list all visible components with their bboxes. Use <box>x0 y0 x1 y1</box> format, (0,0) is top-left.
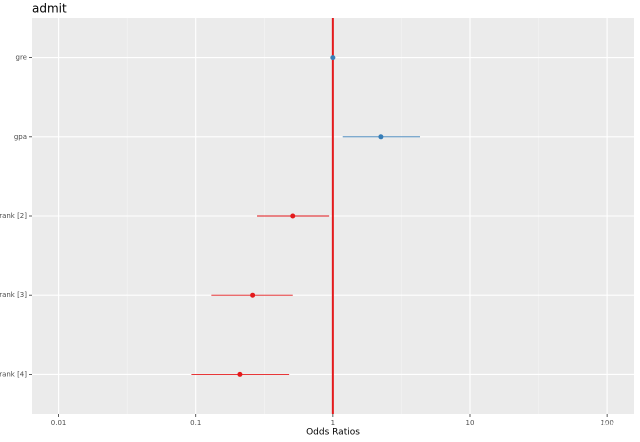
y-tick-label: gre <box>16 54 27 62</box>
x-tick-label: 0.1 <box>190 419 201 427</box>
watermark: @稀土掘金技术社区 <box>519 422 636 438</box>
y-tick-label: rank [4] <box>0 370 27 378</box>
y-tick-label: rank [3] <box>0 291 27 299</box>
x-tick-label: 0.01 <box>51 419 67 427</box>
point-estimate <box>237 371 243 377</box>
chart-title: admit <box>32 2 67 16</box>
point-estimate <box>250 292 256 298</box>
x-tick-label: 1 <box>331 419 335 427</box>
point-estimate <box>378 134 384 140</box>
x-axis-label: Odds Ratios <box>306 428 360 438</box>
point-estimate <box>290 213 296 219</box>
x-tick-label: 10 <box>466 419 475 427</box>
point-estimate <box>330 55 336 61</box>
y-tick-label: gpa <box>14 133 27 141</box>
y-tick-label: rank [2] <box>0 212 27 220</box>
x-tick-label: 100 <box>600 419 613 427</box>
